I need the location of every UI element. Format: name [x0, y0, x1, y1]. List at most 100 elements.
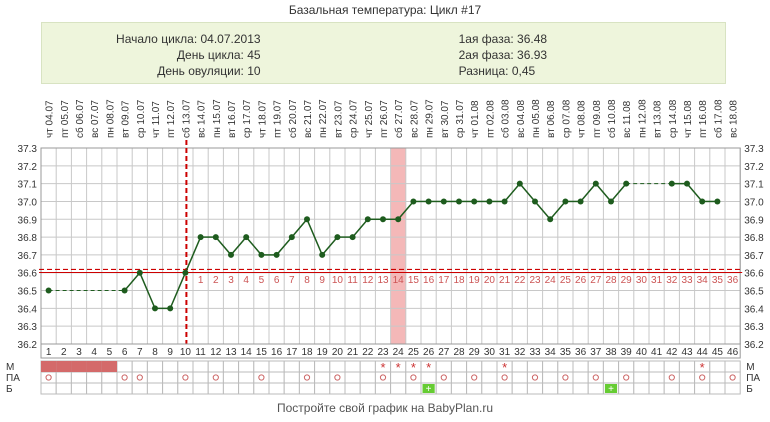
row-cell-m — [450, 360, 468, 373]
cycle-day-number: 30 — [484, 347, 496, 358]
row-cell-m — [298, 360, 316, 373]
cycle-day-number: 22 — [362, 347, 374, 358]
row-cell-m — [222, 360, 240, 373]
post-ovulation-day-label: 16 — [423, 275, 435, 286]
x-date-label: пт 05.07 — [60, 100, 71, 138]
row-cell-m — [162, 360, 179, 373]
post-ovulation-day-label: 15 — [408, 275, 420, 286]
pa-mark — [45, 374, 52, 381]
row-cell-b — [329, 382, 346, 395]
post-ovulation-day-label: 17 — [438, 275, 450, 286]
temperature-point — [182, 269, 189, 276]
post-ovulation-day-label: 36 — [727, 275, 739, 286]
cycle-day-number: 11 — [195, 347, 206, 358]
cycle-day-number: 37 — [590, 347, 602, 358]
post-ovulation-day-label: 29 — [621, 275, 633, 286]
row-cell-pa — [86, 371, 103, 384]
row-cell-m — [238, 360, 255, 373]
row-cell-pa — [298, 371, 316, 384]
row-cell-m — [542, 360, 559, 373]
x-date-label: чт 18.07 — [257, 100, 268, 138]
temperature-segment — [169, 272, 187, 309]
intercourse-mark: * — [380, 360, 385, 375]
cycle-day-number: 27 — [438, 347, 450, 358]
footer-link-text[interactable]: Постройте свой график на BabyPlan.ru — [276, 401, 494, 415]
row-cell-pa — [526, 371, 544, 384]
post-ovulation-day-label: 3 — [228, 275, 234, 286]
row-cell-b — [359, 382, 376, 395]
row-cell-b — [511, 382, 528, 395]
temperature-point — [486, 198, 493, 205]
x-date-label: пт 12.07 — [166, 100, 177, 138]
row-cell-m — [663, 360, 680, 373]
row-cell-pa — [511, 371, 528, 384]
row-cell-pa — [55, 371, 72, 384]
y-tick-label-right: 37.1 — [744, 180, 764, 191]
post-ovulation-day-label: 6 — [274, 275, 280, 286]
row-cell-pa — [724, 371, 741, 384]
row-cell-b — [587, 382, 604, 395]
row-cell-m — [131, 360, 148, 373]
temperature-point — [258, 251, 265, 258]
x-date-label: вт 13.08 — [653, 100, 664, 138]
cycle-day-number: 46 — [727, 347, 739, 358]
row-cell-pa — [101, 371, 118, 384]
cycle-day-number: 34 — [545, 347, 557, 358]
cycle-day-number: 38 — [605, 347, 617, 358]
x-date-label: ср 31.07 — [455, 99, 466, 138]
temperature-point — [501, 198, 508, 205]
row-cell-m — [526, 360, 544, 373]
temperature-point — [136, 269, 143, 276]
row-cell-b — [526, 382, 544, 395]
row-cell-m — [648, 360, 665, 373]
row-label-right-m: М — [746, 362, 754, 373]
pa-mark — [531, 374, 539, 381]
temperature-point — [304, 216, 310, 223]
pa-mark — [334, 374, 341, 381]
temperature-point — [288, 234, 295, 241]
cycle-day-number: 17 — [286, 347, 298, 358]
row-cell-pa — [450, 371, 468, 384]
row-cell-b — [374, 382, 392, 395]
row-label-right-pa: ПА — [746, 373, 760, 384]
x-date-label: сб 06.07 — [74, 99, 86, 138]
pa-mark — [668, 374, 675, 381]
row-cell-pa — [466, 371, 483, 384]
row-cell-m — [146, 360, 164, 373]
y-tick-label-left: 37.3 — [18, 144, 38, 155]
row-cell-pa — [618, 371, 635, 384]
temperature-segment — [184, 236, 202, 274]
y-tick-label-right: 37.2 — [744, 162, 764, 173]
y-tick-label-left: 36.6 — [18, 269, 38, 280]
x-date-label: сб 27.07 — [393, 99, 405, 138]
row-cell-b — [116, 382, 133, 395]
row-cell-b — [162, 382, 179, 395]
row-cell-b — [694, 382, 711, 395]
temperature-point — [471, 198, 478, 205]
row-cell-m — [557, 360, 574, 373]
post-ovulation-day-label: 20 — [484, 275, 496, 286]
row-cell-b — [344, 382, 361, 395]
y-tick-label-left: 36.3 — [18, 322, 38, 333]
pa-mark — [182, 374, 189, 381]
pa-mark — [136, 374, 143, 381]
temperature-point — [577, 198, 584, 205]
post-ovulation-day-label: 2 — [213, 275, 219, 286]
cycle-start: Начало цикла: 04.07.2013 — [116, 32, 261, 46]
row-cell-pa — [222, 371, 240, 384]
row-cell-b — [709, 382, 726, 395]
post-ovulation-day-label: 24 — [545, 275, 557, 286]
pa-mark — [729, 374, 736, 381]
y-tick-label-right: 36.9 — [744, 215, 764, 226]
cycle-day-number: 15 — [256, 347, 268, 358]
cycle-day-number: 33 — [529, 347, 541, 358]
row-cell-b — [55, 382, 72, 395]
x-date-label: вт 30.07 — [440, 100, 451, 138]
row-cell-pa — [602, 371, 620, 384]
temperature-point — [395, 216, 402, 223]
x-date-label: чт 15.08 — [683, 100, 694, 138]
menses-cell — [101, 361, 117, 372]
y-tick-label-left: 37.0 — [18, 197, 38, 208]
x-date-label: вс 28.07 — [409, 100, 420, 138]
post-ovulation-day-label: 26 — [575, 275, 587, 286]
